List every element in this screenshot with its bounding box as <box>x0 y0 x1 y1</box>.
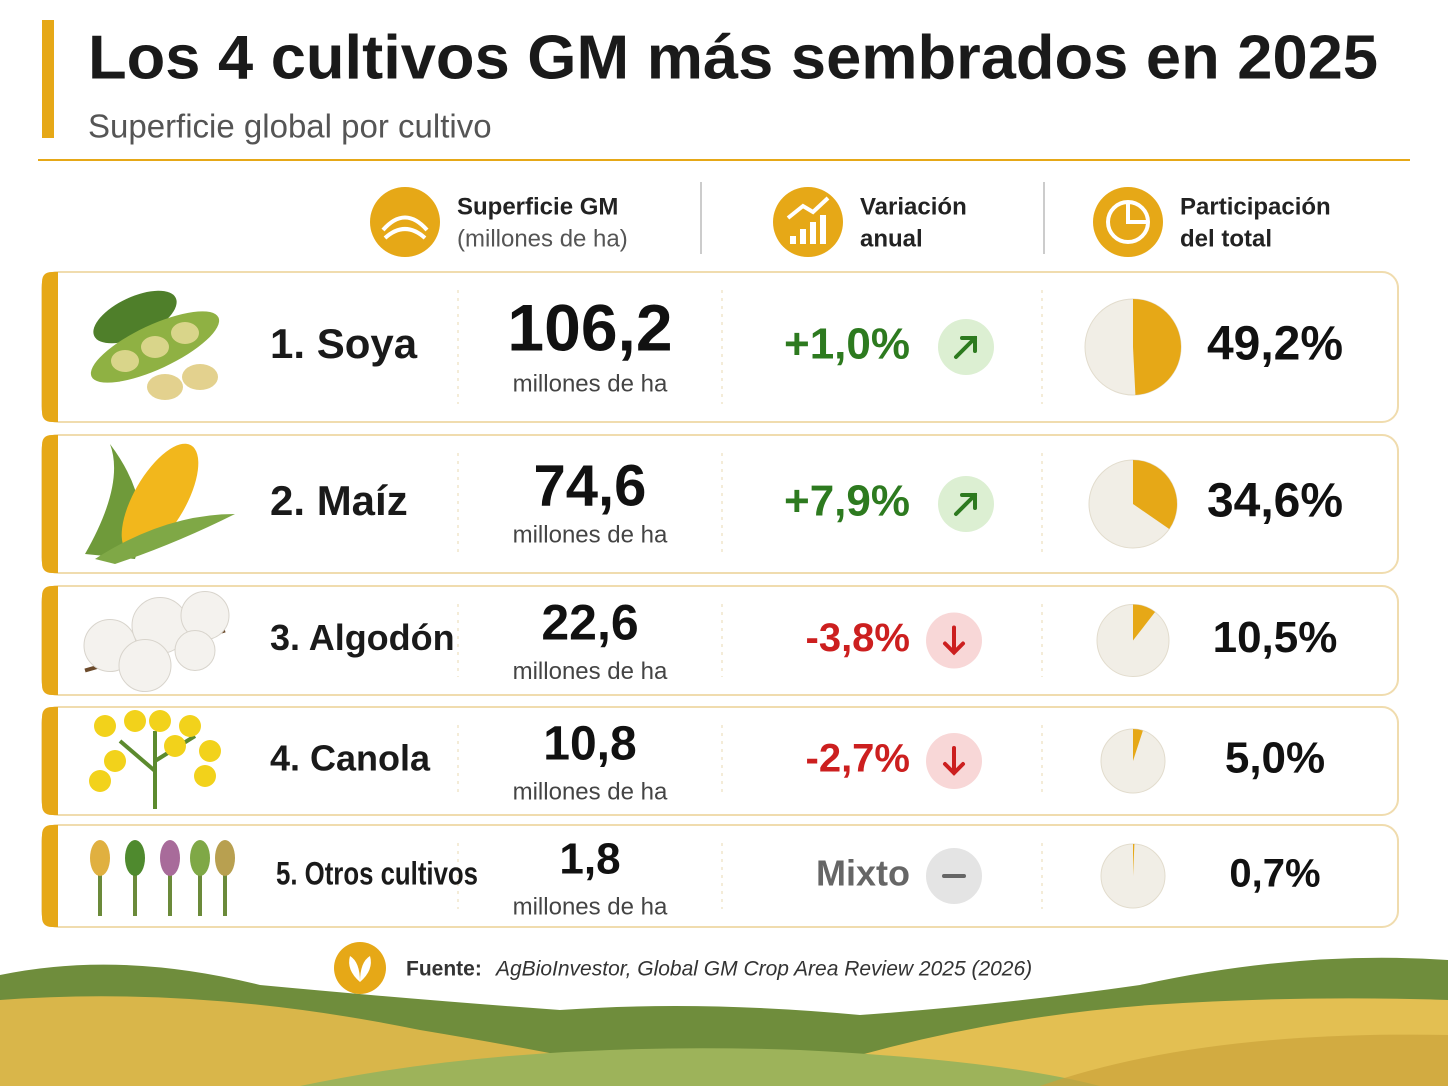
column-subtitle: (millones de ha) <box>457 225 628 252</box>
area-unit: millones de ha <box>513 521 668 548</box>
share-label: 5,0% <box>1225 734 1325 783</box>
trend-arrow <box>954 493 977 516</box>
icon-glyph <box>1126 202 1148 224</box>
row-card <box>41 434 1399 574</box>
footer: Fuente: AgBioInvestor, Global GM Crop Ar… <box>334 942 1032 994</box>
share-label: 0,7% <box>1229 852 1320 896</box>
column-icon <box>773 187 843 257</box>
row-card <box>41 706 1399 816</box>
row: 4. Canola 10,8 millones de ha -2,7% 5,0% <box>41 706 1399 816</box>
icon-glyph <box>786 196 830 220</box>
flower <box>104 750 126 772</box>
column-icon <box>370 187 440 257</box>
trend-arrow <box>943 746 965 776</box>
trend-arrow <box>943 625 965 656</box>
source-label: Fuente: <box>406 958 482 981</box>
title: Los 4 cultivos GM más sembrados en 2025 <box>88 23 1378 92</box>
row: 5. Otros cultivos 1,8 millones de ha Mixto 0… <box>41 824 1399 928</box>
pie-slice <box>1133 604 1156 641</box>
share-label: 49,2% <box>1207 318 1343 371</box>
head <box>160 840 180 876</box>
area-unit: millones de ha <box>513 778 668 805</box>
area-value: 22,6 <box>541 595 638 651</box>
pie-slice <box>1133 844 1135 876</box>
crop-name: 5. Otros cultivos <box>276 855 478 891</box>
row: 1. Soya 106,2 millones de ha +1,0% 49,2% <box>41 271 1399 423</box>
head <box>90 840 110 876</box>
bean <box>182 364 218 390</box>
area-unit: millones de ha <box>513 658 668 685</box>
pie-slice <box>1133 459 1177 529</box>
row-card <box>41 585 1399 696</box>
flower <box>164 735 186 757</box>
boll <box>118 639 172 692</box>
change: +1,0% <box>784 320 910 369</box>
pie-slice <box>1133 729 1143 761</box>
row-accent <box>42 272 58 422</box>
bean <box>147 374 183 400</box>
change: Mixto <box>816 853 910 894</box>
crop-name: 1. Soya <box>270 320 418 367</box>
boll <box>174 630 216 671</box>
leaf <box>93 290 177 344</box>
trend-arrow <box>954 336 977 359</box>
icon-glyph <box>810 222 816 244</box>
bean <box>171 322 199 344</box>
row-accent <box>42 707 58 815</box>
row-accent <box>42 586 58 695</box>
change: +7,9% <box>784 477 910 526</box>
flower <box>199 740 221 762</box>
flower <box>124 710 146 732</box>
flower <box>89 770 111 792</box>
icon-glyph <box>790 236 796 244</box>
row: 2. Maíz 74,6 millones de ha +7,9% 34,6% <box>41 434 1399 574</box>
column-title: Superficie GM <box>457 193 618 220</box>
area-unit: millones de ha <box>513 893 668 920</box>
accent-bar <box>42 20 54 138</box>
column-title: Variación <box>860 193 967 220</box>
flower <box>194 765 216 787</box>
row-accent <box>42 825 58 927</box>
head <box>125 840 145 876</box>
cob <box>121 443 199 555</box>
area-value: 1,8 <box>559 835 620 884</box>
bean <box>111 350 139 372</box>
row-card <box>41 824 1399 928</box>
area-value: 74,6 <box>534 453 647 518</box>
share-label: 34,6% <box>1207 475 1343 528</box>
change: -2,7% <box>806 737 911 781</box>
source: AgBioInvestor, Global GM Crop Area Revie… <box>494 958 1032 981</box>
area-value: 106,2 <box>507 290 672 364</box>
pie-slice <box>1133 299 1181 395</box>
crop-name: 4. Canola <box>270 738 431 779</box>
flower <box>94 715 116 737</box>
area-unit: millones de ha <box>513 370 668 397</box>
crop-name: 3. Algodón <box>270 617 455 658</box>
area-value: 10,8 <box>543 718 636 771</box>
crop-name: 2. Maíz <box>270 477 408 524</box>
change: -3,8% <box>806 616 911 660</box>
flower <box>179 715 201 737</box>
row: 3. Algodón 22,6 millones de ha -3,8% 10,5% <box>41 585 1399 696</box>
column-subtitle: del total <box>1180 225 1272 252</box>
column-subtitle: anual <box>860 225 923 252</box>
icon-glyph <box>820 215 826 244</box>
icon-glyph <box>381 215 429 240</box>
head <box>190 840 210 876</box>
subtitle: Superficie global por cultivo <box>88 108 492 145</box>
bean <box>141 336 169 358</box>
icon-glyph <box>800 229 806 244</box>
flower <box>149 710 171 732</box>
row-accent <box>42 435 58 573</box>
share-label: 10,5% <box>1213 613 1338 662</box>
leaf <box>95 514 235 564</box>
background-fields <box>0 957 1448 1086</box>
row-card <box>41 271 1399 423</box>
column-title: Participación <box>1180 193 1331 220</box>
head <box>215 840 235 876</box>
